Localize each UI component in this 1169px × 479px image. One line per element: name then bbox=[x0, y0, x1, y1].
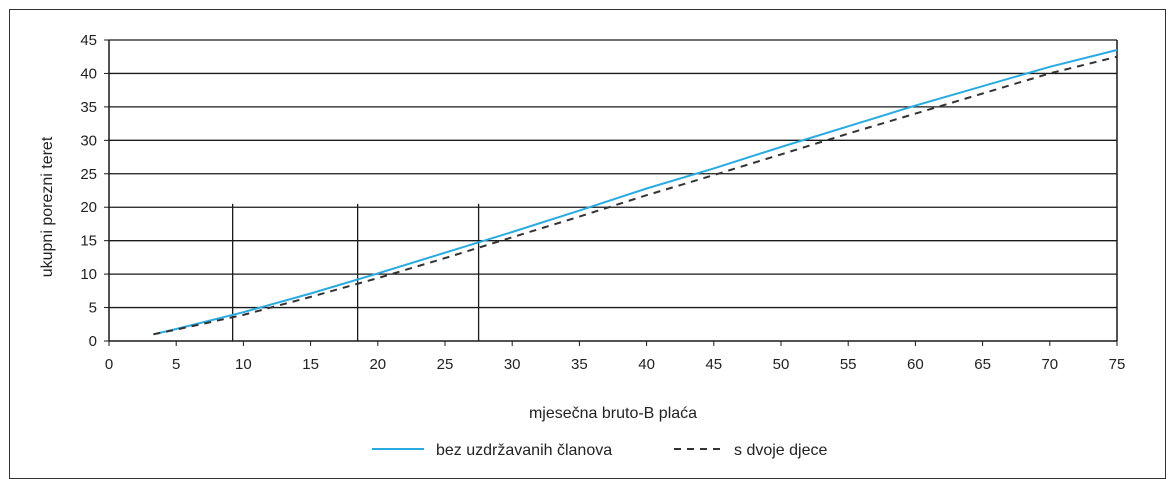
line-chart: 0 5 10 15 20 25 30 35 40 45 50 55 60 65 70 75 0 5 10 15 20 2… bbox=[39, 32, 1126, 459]
grid-lines bbox=[109, 39, 1117, 309]
x-tick-label-65: 65 bbox=[974, 356, 991, 373]
x-tick-label-20: 20 bbox=[369, 356, 386, 373]
x-tick-label-5: 5 bbox=[172, 356, 180, 373]
x-tick-label-70: 70 bbox=[1041, 356, 1058, 373]
x-tick-label-50: 50 bbox=[773, 356, 790, 373]
y-tick-label-20: 20 bbox=[80, 199, 97, 216]
reference-lines bbox=[231, 203, 480, 341]
y-tick-label-30: 30 bbox=[80, 132, 97, 149]
legend: bez uzdržavanih članova s dvoje djece bbox=[372, 442, 827, 459]
x-tick-label-25: 25 bbox=[437, 356, 454, 373]
x-tick-label-15: 15 bbox=[302, 356, 319, 373]
y-tick-label-35: 35 bbox=[80, 99, 97, 116]
series-line-2 bbox=[153, 55, 1118, 336]
y-tick-label-15: 15 bbox=[80, 233, 97, 250]
x-tick-label-75: 75 bbox=[1109, 356, 1126, 373]
x-tick-label-30: 30 bbox=[504, 356, 521, 373]
legend-label-bez-uzdrzavanih: bez uzdržavanih članova bbox=[436, 442, 612, 459]
y-tick-label-40: 40 bbox=[80, 65, 97, 82]
series-lines bbox=[153, 49, 1118, 336]
series-line-1 bbox=[153, 49, 1118, 336]
x-tick-label-45: 45 bbox=[705, 356, 722, 373]
x-axis-label: mjesečna bruto-B plaća bbox=[529, 405, 697, 422]
x-tick-labels: 0 5 10 15 20 25 30 35 40 45 50 55 60 65 70 75 bbox=[105, 356, 1126, 373]
x-tick-label-55: 55 bbox=[840, 356, 857, 373]
y-tick-label-45: 45 bbox=[80, 32, 97, 49]
y-tick-label-5: 5 bbox=[89, 300, 97, 317]
y-tick-label-0: 0 bbox=[89, 333, 97, 350]
y-axis-label: ukupni porezni teret bbox=[39, 136, 56, 277]
y-tick-label-10: 10 bbox=[80, 266, 97, 283]
y-tick-label-25: 25 bbox=[80, 166, 97, 183]
x-tick-label-60: 60 bbox=[907, 356, 924, 373]
x-tick-label-40: 40 bbox=[638, 356, 655, 373]
x-tick-label-0: 0 bbox=[105, 356, 113, 373]
chart-frame bbox=[9, 9, 1166, 479]
axes bbox=[104, 39, 1118, 346]
x-tick-label-10: 10 bbox=[235, 356, 252, 373]
y-tick-labels: 0 5 10 15 20 25 30 35 40 45 bbox=[80, 32, 97, 350]
legend-label-s-dvoje-djece: s dvoje djece bbox=[734, 442, 827, 459]
x-tick-label-35: 35 bbox=[571, 356, 588, 373]
